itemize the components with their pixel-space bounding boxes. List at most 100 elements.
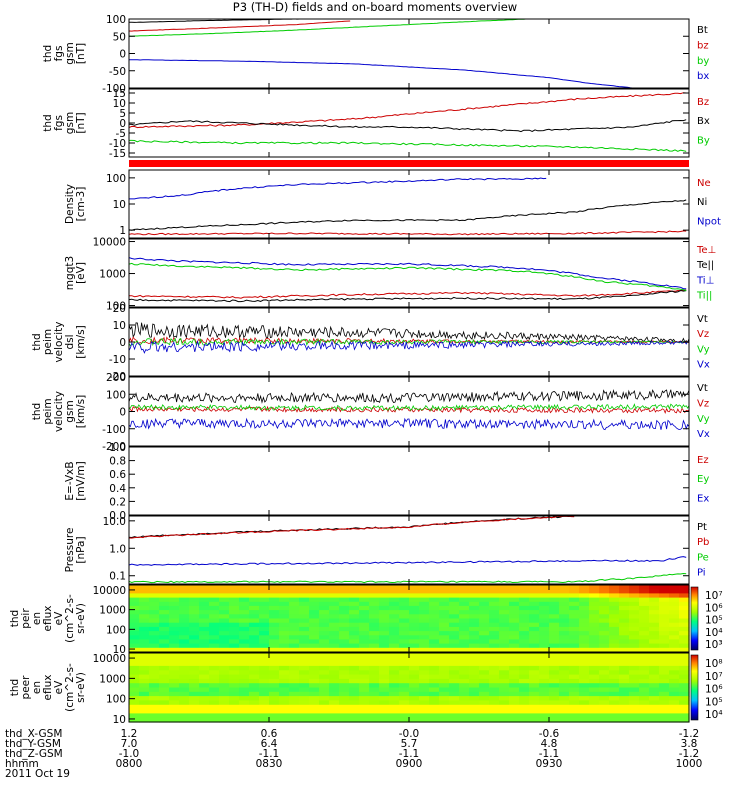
y-tick-label: 10 xyxy=(113,199,126,211)
series-Bt-line xyxy=(129,19,316,23)
x-column-value: 4.8 xyxy=(541,738,558,750)
y-axis-label: velocity xyxy=(53,391,65,432)
y-tick-label: 0 xyxy=(119,118,126,130)
y-axis-label: mgqt3 xyxy=(64,256,76,290)
x-column-value: 5.7 xyxy=(401,738,418,750)
legend-label-Te: Te|| xyxy=(696,260,714,271)
y-axis-label: [nT] xyxy=(75,112,87,133)
series-Vy-line xyxy=(129,403,689,412)
y-tick-label: 0 xyxy=(119,49,126,61)
panel-frame xyxy=(128,18,690,89)
y-axis-label: peim xyxy=(42,398,54,424)
y-axis-label: thd xyxy=(42,114,54,131)
panel-6-series xyxy=(129,388,689,431)
series-Vx-line xyxy=(129,417,689,431)
colorbar-tick-label: 10⁶ xyxy=(705,602,723,614)
y-axis-label: [mV/m] xyxy=(75,461,87,500)
y-tick-label: 1.0 xyxy=(109,543,126,555)
colorbar-tick-label: 10⁸ xyxy=(705,658,723,670)
series-bx-line xyxy=(129,59,643,88)
y-tick-label: -100 xyxy=(102,83,126,95)
x-column-value: 0800 xyxy=(116,758,143,770)
colorbar xyxy=(690,654,699,721)
y-tick-label: -10 xyxy=(109,354,126,366)
y-axis-label: fgs xyxy=(53,46,65,62)
x-column-value: -1.1 xyxy=(539,748,560,760)
legend-label-Ex: Ex xyxy=(697,494,709,505)
x-column-value: 7.0 xyxy=(121,738,138,750)
colorbar-tick-label: 10³ xyxy=(705,639,723,651)
y-tick-label: 10 xyxy=(113,644,126,656)
y-tick-label: 100 xyxy=(106,389,126,401)
y-axis-label: [nT] xyxy=(75,43,87,64)
y-tick-label: 10 xyxy=(113,98,126,110)
y-axis-label: eflux xyxy=(42,606,54,632)
y-tick-label: -50 xyxy=(109,66,126,78)
colorbar xyxy=(690,586,699,651)
y-axis-label: gsm xyxy=(64,42,76,64)
series-Bx-line xyxy=(129,119,687,133)
spectrogram-cells xyxy=(129,585,690,653)
legend-label-Vt: Vt xyxy=(697,314,708,325)
y-axis-label: peim xyxy=(42,329,54,355)
colorbar-tick-label: 10⁷ xyxy=(705,671,723,683)
y-axis-label: gsm xyxy=(64,400,76,422)
y-tick-label: 10000 xyxy=(93,585,126,597)
y-axis-label: eV xyxy=(53,680,65,694)
y-axis-label: thd xyxy=(31,333,43,350)
panel-frame xyxy=(128,515,690,585)
series-Pe-line xyxy=(129,572,687,584)
y-axis-label: [cm-3] xyxy=(75,187,87,222)
x-row-label: thd_Z-GSM xyxy=(5,748,63,760)
y-axis-label: peer xyxy=(20,675,32,700)
y-axis-label: [km/s] xyxy=(75,395,87,429)
legend-label-Ez: Ez xyxy=(697,455,709,466)
panel-1-series xyxy=(129,19,643,88)
legend-label-Bt: Bt xyxy=(697,25,708,36)
panel-7: 1.0 0.80.6 0.40.2 0.0 Ez Ey Ex E=-VxB [mV/m] xyxy=(64,442,709,522)
x-column-value: 0900 xyxy=(396,758,423,770)
legend-label-Ti: Ti|| xyxy=(696,290,712,301)
y-tick-label: 100 xyxy=(106,301,126,313)
x-column-value: 0930 xyxy=(536,758,563,770)
y-tick-label: 0.8 xyxy=(109,456,126,468)
legend-label-Vz: Vz xyxy=(697,329,709,340)
y-tick-label: 100 xyxy=(106,694,126,706)
colorbar-tick-label: 10⁶ xyxy=(705,684,723,696)
series-Npot-line xyxy=(129,177,547,200)
x-column-value: 0.6 xyxy=(261,728,278,740)
legend-label-By: By xyxy=(697,136,710,147)
legend-label-Bx: Bx xyxy=(697,116,710,127)
legend-label-Vt: Vt xyxy=(697,383,708,394)
y-axis-label: thd xyxy=(9,679,21,696)
y-tick-label: -10 xyxy=(109,138,126,150)
x-row-label: thd_Y-GSM xyxy=(5,738,61,750)
x-column-value: 3.8 xyxy=(681,738,698,750)
y-axis-label: fgs xyxy=(53,115,65,131)
series-Ti-line xyxy=(129,257,687,290)
legend-label-Ne: Ne xyxy=(697,178,711,189)
x-column-value: -0.6 xyxy=(539,728,560,740)
y-tick-label: 0 xyxy=(119,337,126,349)
x-column-value: 1.2 xyxy=(121,728,138,740)
y-tick-label: 0.4 xyxy=(109,483,126,495)
y-tick-label: 100 xyxy=(106,173,126,185)
separator-band xyxy=(129,160,689,167)
y-axis-label: gsm xyxy=(64,112,76,134)
colorbar-tick-label: 10⁵ xyxy=(705,696,723,708)
series-By-line xyxy=(129,139,687,152)
colorbar-tick-label: 10⁷ xyxy=(705,590,723,602)
series-Pi-line xyxy=(129,556,687,566)
figure-title: P3 (TH-D) fields and on-board moments ov… xyxy=(232,0,518,14)
series-Te-line xyxy=(129,289,687,303)
series-Pb-line xyxy=(129,516,575,539)
y-tick-label: 0 xyxy=(119,407,126,419)
legend-label-Pe: Pe xyxy=(697,552,709,563)
y-tick-label: 10000 xyxy=(93,653,126,665)
panel-5-series xyxy=(129,322,689,354)
colorbar-tick-label: 10⁵ xyxy=(705,615,723,627)
